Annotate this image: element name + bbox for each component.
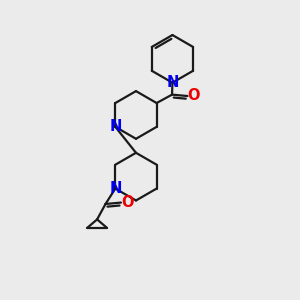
Text: O: O bbox=[121, 194, 134, 209]
Text: N: N bbox=[109, 119, 122, 134]
Text: O: O bbox=[188, 88, 200, 103]
Text: N: N bbox=[166, 75, 178, 90]
Text: N: N bbox=[109, 181, 122, 196]
